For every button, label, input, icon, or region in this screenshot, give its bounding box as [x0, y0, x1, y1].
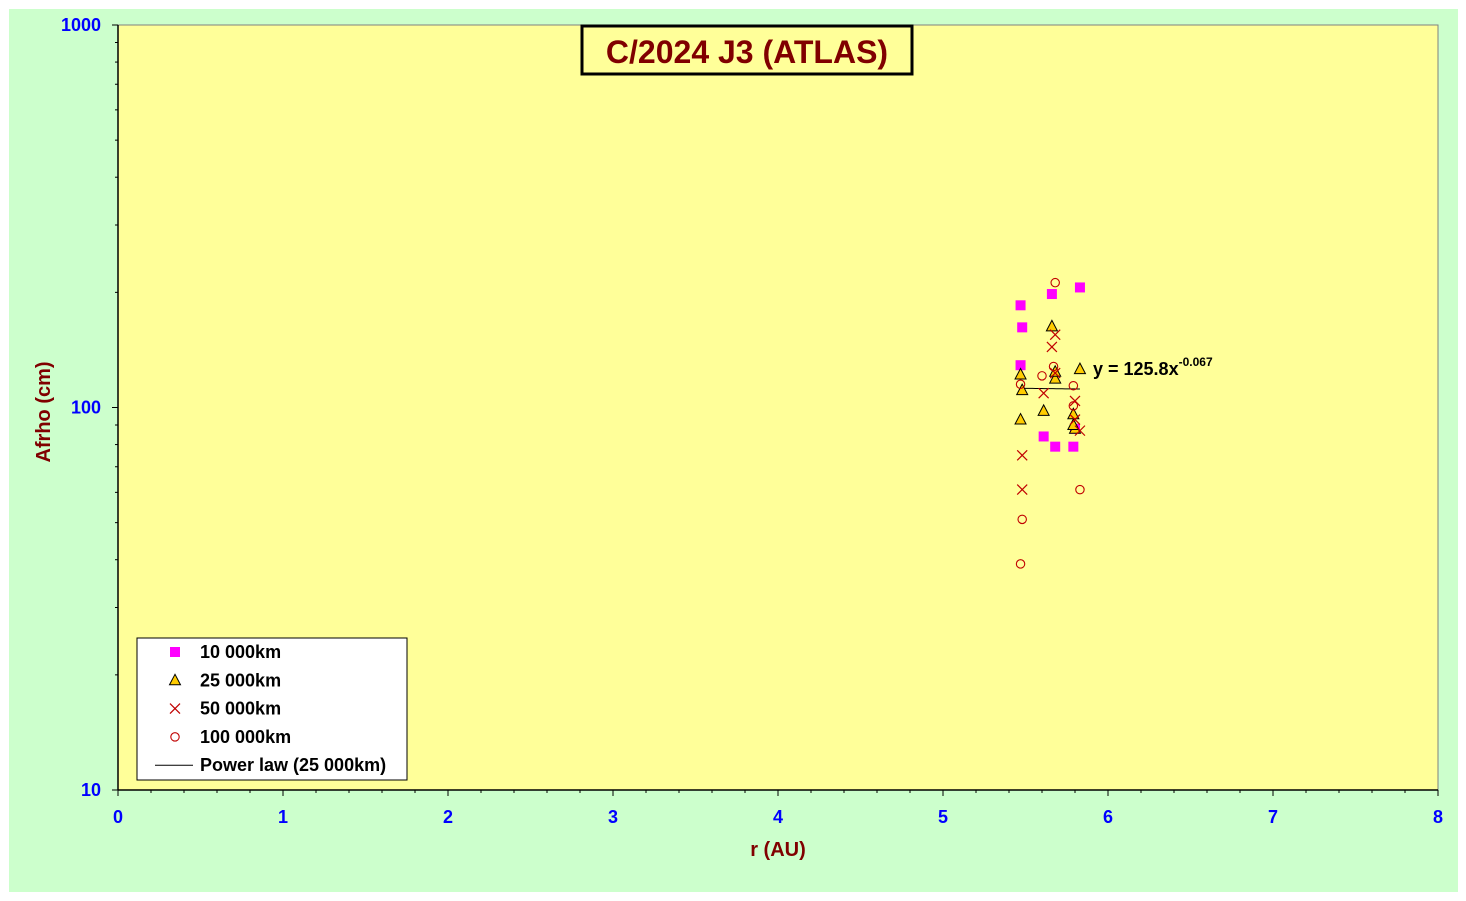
chart-title-box: C/2024 J3 (ATLAS) [580, 24, 914, 76]
data-point-x [1074, 425, 1086, 437]
equation-base: y = 125.8x [1093, 359, 1179, 379]
data-point-triangle [1014, 367, 1027, 380]
data-point-square [1017, 322, 1028, 333]
data-point-circle [1068, 380, 1079, 391]
data-point-circle [1017, 514, 1027, 525]
data-point-triangle [1015, 383, 1029, 396]
x-tick-label: 0 [113, 807, 123, 827]
x-tick-label: 7 [1268, 807, 1278, 827]
svg-text:y = 125.8x-0.067: y = 125.8x-0.067 [1093, 355, 1213, 379]
y-tick-label: 100 [71, 398, 101, 418]
data-point-triangle [1073, 362, 1087, 375]
data-point-circle [1015, 559, 1026, 569]
data-point-square [1015, 300, 1026, 311]
legend-swatch-square [170, 647, 180, 657]
y-tick-label: 1000 [61, 15, 101, 35]
data-point-circle [1075, 484, 1085, 495]
data-point-square [1068, 441, 1079, 452]
legend-frame [136, 637, 408, 781]
tick-marks [112, 24, 1439, 796]
equation-exponent: -0.067 [1179, 355, 1213, 369]
data-point-circle [1050, 277, 1060, 288]
legend-item: 100 000km [170, 727, 291, 747]
legend-swatch-circle [170, 732, 180, 742]
x-tick-label: 8 [1433, 807, 1443, 827]
trendline-equation: y = 125.8x-0.067 [1093, 355, 1213, 379]
series-x [1016, 329, 1086, 496]
tick-labels: 0 1 2 3 4 5 6 7 8 10 100 1000 [61, 15, 1443, 827]
data-point-circle [1068, 401, 1079, 411]
data-point-triangle [1048, 371, 1062, 384]
data-point-triangle [1037, 403, 1050, 416]
data-point-circle [1037, 371, 1047, 381]
series-triangle [1014, 319, 1087, 434]
y-tick-label: 10 [81, 780, 101, 800]
legend-item: 10 000km [170, 642, 281, 662]
x-tick-label: 3 [608, 807, 618, 827]
data-point-x [1016, 449, 1028, 461]
data-point-square [1015, 360, 1026, 371]
data-point-x [1046, 341, 1058, 353]
x-tick-label: 5 [938, 807, 948, 827]
x-tick-label: 4 [773, 807, 783, 827]
x-axis-title: r (AU) [750, 839, 806, 861]
legend-label: 100 000km [200, 727, 291, 747]
legend-item: 25 000km [168, 670, 281, 690]
x-tick-label: 6 [1103, 807, 1113, 827]
legend-label: 50 000km [200, 699, 281, 719]
data-point-square [1046, 289, 1057, 300]
data-point-x [1069, 395, 1081, 407]
data-point-square [1050, 441, 1061, 452]
legend: 10 000km 25 000km 50 000km 100 000km Power l… [136, 637, 408, 781]
y-axis-title: Afrho (cm) [33, 361, 55, 462]
legend-label: 25 000km [200, 670, 281, 690]
data-point-x [1016, 484, 1028, 496]
legend-item: Power law (25 000km) [155, 755, 386, 775]
legend-item: 50 000km [169, 699, 281, 719]
legend-swatch-x [169, 703, 181, 715]
x-tick-label: 2 [443, 807, 453, 827]
data-point-x [1049, 367, 1061, 379]
title-frame [580, 24, 914, 76]
data-point-triangle [1014, 412, 1027, 425]
data-point-circle [1015, 379, 1026, 390]
series-circle [1015, 277, 1085, 569]
legend-swatch-triangle [168, 673, 182, 686]
x-tick-label: 1 [278, 807, 288, 827]
data-point-circle [1048, 361, 1059, 372]
legend-label: Power law (25 000km) [200, 755, 386, 775]
chart-title: C/2024 J3 (ATLAS) [606, 34, 888, 70]
data-point-x [1049, 329, 1061, 341]
legend-label: 10 000km [200, 642, 281, 662]
data-point-x [1069, 414, 1081, 425]
data-point-square [1074, 282, 1085, 293]
data-points [1014, 277, 1087, 569]
data-point-square [1038, 431, 1049, 442]
data-point-x [1038, 387, 1050, 399]
